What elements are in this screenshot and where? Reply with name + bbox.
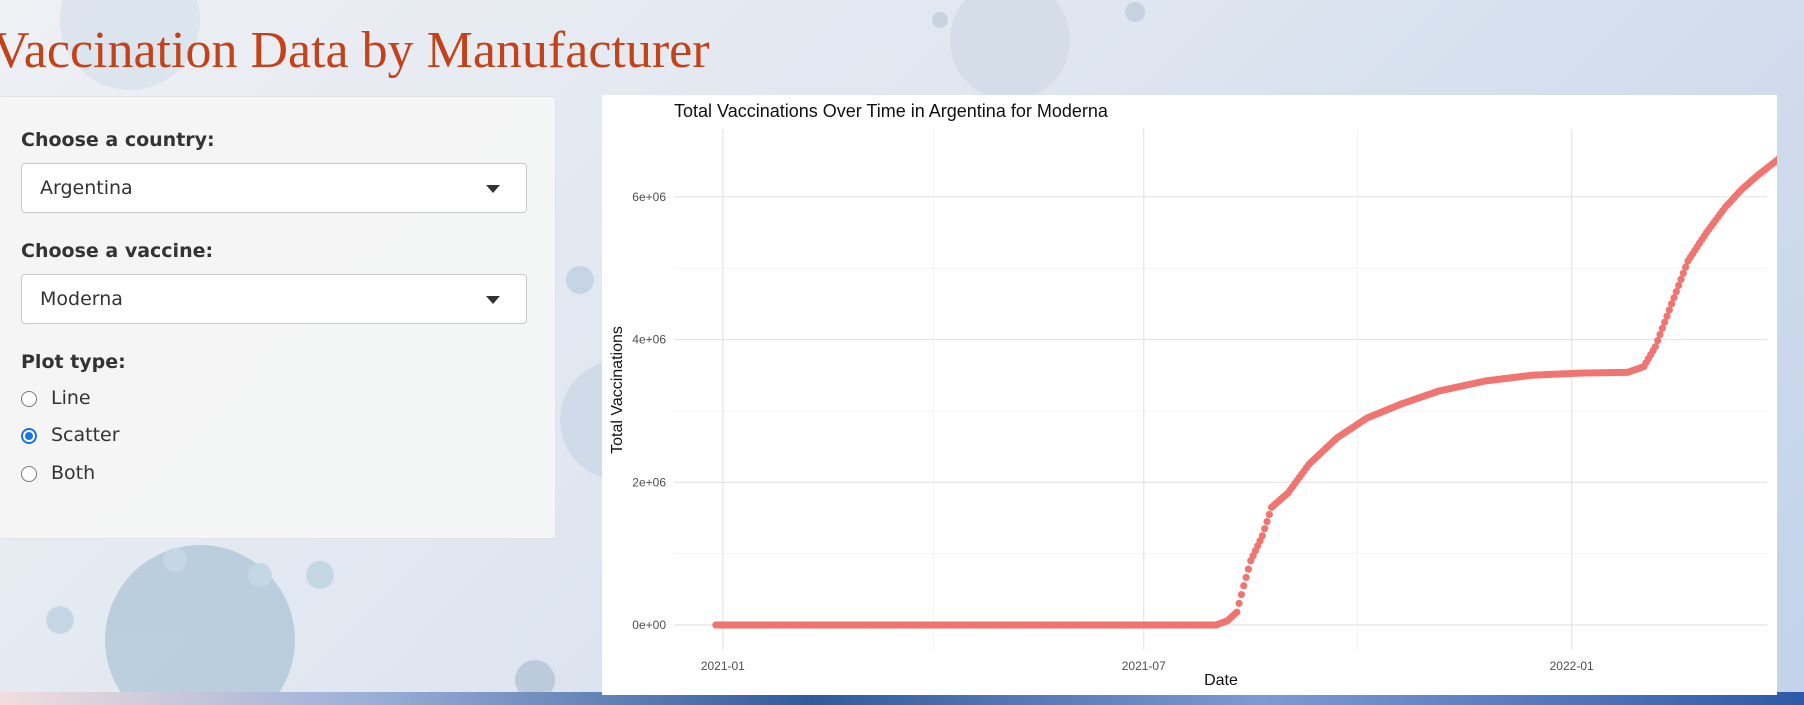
data-point: [1265, 510, 1273, 518]
data-point: [1233, 608, 1241, 616]
data-point: [1235, 599, 1243, 607]
y-axis-title: Total Vaccinations: [609, 326, 626, 454]
vaccine-select-value: Moderna: [40, 288, 123, 310]
radio-label: Both: [51, 462, 96, 484]
radio-label: Line: [51, 387, 91, 409]
x-axis-title: Date: [1204, 672, 1238, 689]
data-point: [1677, 275, 1685, 283]
data-point: [1675, 281, 1683, 290]
chevron-down-icon: [486, 296, 500, 304]
country-select-value: Argentina: [40, 177, 133, 199]
plot-panel: 0e+00 2e+06 4e+06 6e+06 2021-01 2021-07 2022-0…: [602, 95, 1777, 695]
y-tick-label: 0e+00: [632, 618, 666, 632]
chart-grid: [674, 129, 1767, 650]
data-point: [1656, 330, 1664, 339]
data-point: [1672, 288, 1680, 296]
data-point: [1258, 532, 1266, 540]
data-point: [1661, 318, 1669, 326]
data-point: [1263, 517, 1271, 526]
radio-button[interactable]: [21, 466, 37, 482]
data-point: [1663, 312, 1671, 320]
data-point: [1240, 582, 1248, 590]
radio-button-selected[interactable]: [21, 428, 37, 444]
vaccine-select[interactable]: Moderna: [21, 274, 527, 324]
data-point: [1651, 343, 1659, 351]
vaccine-label: Choose a vaccine:: [21, 240, 214, 262]
y-tick-label: 2e+06: [632, 475, 666, 489]
data-point: [1654, 336, 1662, 345]
data-point: [1237, 590, 1246, 599]
country-label: Choose a country:: [21, 129, 215, 151]
data-point: [1665, 306, 1673, 314]
radio-button[interactable]: [21, 391, 37, 407]
x-tick-label: 2022-01: [1550, 659, 1594, 673]
x-tick-label: 2021-07: [1122, 659, 1166, 673]
data-point: [1670, 294, 1678, 302]
plot-type-label: Plot type:: [21, 351, 126, 373]
x-tick-label: 2021-01: [701, 659, 745, 673]
chart-axes: 0e+00 2e+06 4e+06 6e+06 2021-01 2021-07 2022-0…: [632, 190, 1594, 673]
scatter-chart: 0e+00 2e+06 4e+06 6e+06 2021-01 2021-07 2022-0…: [609, 101, 1777, 689]
y-tick-label: 4e+06: [632, 333, 666, 347]
y-tick-label: 6e+06: [632, 190, 666, 204]
data-point: [1775, 155, 1777, 163]
data-point: [1679, 269, 1687, 277]
chevron-down-icon: [486, 185, 500, 193]
data-point: [1244, 565, 1253, 573]
data-point: [1658, 324, 1666, 332]
sidebar-panel: Choose a country: Argentina Choose a vac…: [0, 96, 556, 539]
data-point: [1682, 263, 1690, 271]
country-select[interactable]: Argentina: [21, 163, 527, 213]
bottom-banner: [0, 692, 1804, 705]
data-point: [1242, 573, 1250, 582]
data-point: [1668, 300, 1676, 308]
chart-title: Total Vaccinations Over Time in Argentin…: [674, 101, 1109, 121]
page-title: Vaccination Data by Manufacturer: [0, 22, 710, 79]
chart-points: [712, 155, 1777, 629]
radio-label: Scatter: [51, 424, 120, 446]
data-point: [1261, 525, 1269, 533]
